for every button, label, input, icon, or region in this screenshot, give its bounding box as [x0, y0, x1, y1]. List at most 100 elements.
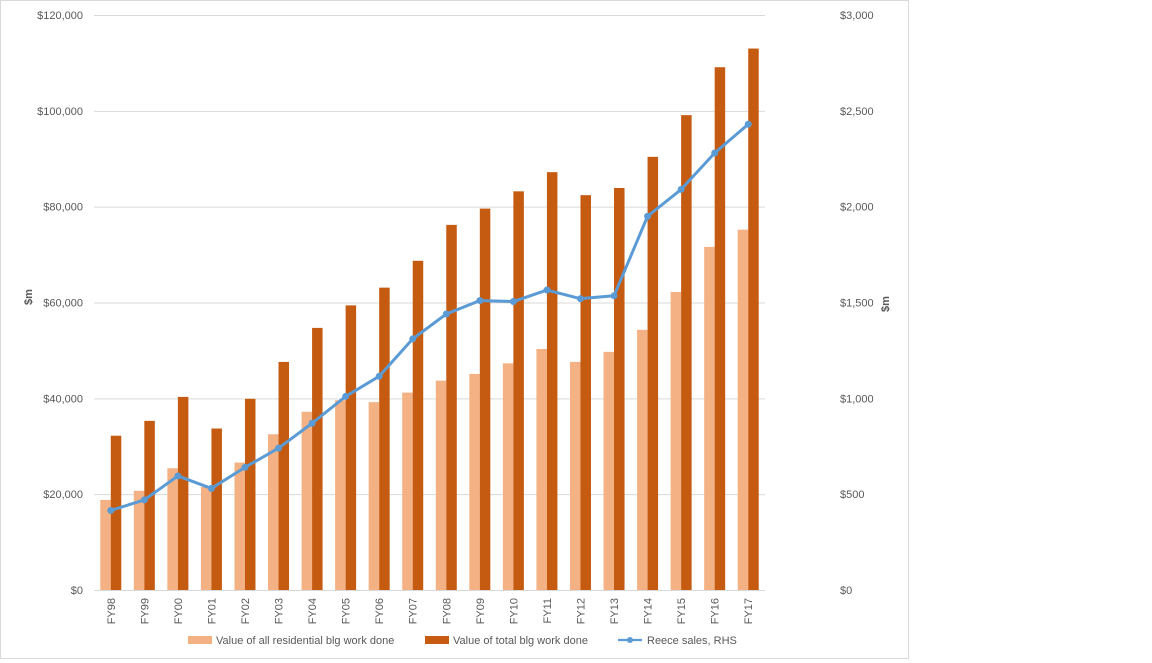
bar-residential-FY08: [435, 380, 447, 590]
legend-swatch-residential: [188, 636, 212, 644]
chart-area: $0 $20,000 $40,000 $60,000 $80,000 $100,000 $1…: [0, 0, 909, 659]
bar-residential-FY03: [268, 434, 279, 590]
bar-residential-FY12: [569, 361, 581, 590]
bar-total-FY08: [446, 224, 457, 590]
left-tick-label: $100,000: [37, 106, 83, 118]
bar-residential-FY07: [402, 392, 413, 590]
bar-total-FY04: [312, 327, 323, 590]
x-tick-label: FY10: [508, 598, 520, 624]
bar-residential-FY01: [200, 486, 212, 590]
reece-sales-point-FY10: [509, 298, 517, 306]
right-tick-label: $2,500: [840, 106, 874, 118]
x-tick-label: FY01: [206, 598, 218, 624]
reece-sales-point-FY06: [375, 372, 383, 380]
x-tick-label: FY03: [274, 598, 286, 624]
left-tick-label: $60,000: [43, 298, 83, 310]
reece-sales-point-FY08: [442, 310, 450, 318]
x-tick-label: FY17: [743, 598, 755, 624]
bar-total-FY02: [244, 398, 256, 590]
bar-residential-FY05: [335, 400, 346, 590]
legend-label-total: Value of total blg work done: [453, 635, 588, 647]
bar-total-FY16: [714, 67, 726, 590]
reece-sales-line: [110, 123, 750, 512]
x-tick-label: FY11: [542, 598, 554, 623]
reece-sales-point-FY03: [275, 444, 283, 452]
bar-series: [100, 48, 759, 591]
bar-residential-FY17: [737, 229, 749, 590]
bar-total-FY11: [546, 172, 558, 590]
reece-sales-point-FY09: [476, 297, 484, 305]
x-tick-label: FY14: [643, 598, 655, 624]
legend: Value of all residential blg work done V…: [188, 635, 737, 647]
right-tick-label: $2,000: [840, 202, 874, 214]
x-tick-label: FY13: [609, 598, 621, 624]
reece-sales-point-FY17: [744, 120, 752, 128]
bar-total-FY00: [177, 396, 189, 590]
left-axis-title: $m: [23, 289, 35, 305]
bar-residential-FY06: [368, 402, 380, 590]
x-tick-label: FY12: [575, 598, 587, 624]
bar-residential-FY15: [670, 291, 682, 590]
bar-total-FY07: [412, 260, 424, 590]
bar-total-FY17: [748, 48, 759, 590]
reece-sales-point-FY16: [711, 149, 719, 157]
bar-total-FY03: [278, 361, 290, 590]
bar-total-FY06: [379, 287, 390, 590]
x-tick-label: FY15: [676, 598, 688, 624]
reece-sales-point-FY98: [107, 506, 115, 514]
legend-swatch-reece-marker: [627, 637, 633, 643]
reece-sales-point-FY13: [610, 292, 618, 300]
bar-total-FY98: [110, 435, 122, 590]
bar-residential-FY16: [704, 246, 715, 590]
reece-sales-point-FY11: [543, 286, 551, 294]
reece-sales-point-FY01: [207, 484, 215, 492]
x-tick-label: FY99: [139, 598, 151, 624]
bar-residential-FY04: [301, 411, 313, 590]
bar-residential-FY09: [469, 373, 480, 590]
bar-residential-FY98: [100, 499, 111, 590]
reece-sales-point-FY05: [342, 392, 350, 400]
right-tick-label: $500: [840, 489, 864, 501]
right-tick-label: $1,000: [840, 393, 874, 405]
reece-sales-point-FY12: [576, 295, 584, 303]
bar-residential-FY14: [637, 329, 648, 590]
x-tick-label: FY16: [710, 598, 722, 624]
bar-total-FY05: [345, 305, 357, 590]
x-tick-label: FY05: [341, 598, 353, 624]
legend-label-reece: Reece sales, RHS: [647, 635, 737, 647]
bar-total-FY15: [681, 115, 692, 590]
x-axis-ticks: FY98 FY99 FY00 FY01 FY02 FY03 FY04 FY05 FY06 FY07…: [106, 598, 755, 624]
bar-total-FY13: [614, 187, 625, 590]
reece-sales-point-FY04: [308, 419, 316, 427]
gridlines: [94, 15, 765, 496]
bar-residential-FY00: [167, 468, 178, 590]
x-tick-label: FY06: [374, 598, 386, 624]
right-tick-label: $0: [840, 585, 852, 597]
reece-sales-point-FY99: [140, 496, 148, 504]
bar-residential-FY02: [234, 462, 245, 590]
right-tick-label: $3,000: [840, 10, 874, 22]
x-tick-label: FY09: [475, 598, 487, 624]
right-axis-ticks: $0 $500 $1,000 $1,500 $2,000 $2,500 $3,000: [840, 10, 874, 597]
bar-total-FY09: [479, 208, 491, 591]
x-tick-label: FY98: [106, 598, 118, 624]
x-tick-label: FY08: [441, 598, 453, 624]
left-tick-label: $20,000: [43, 489, 83, 501]
line-series: [107, 120, 752, 514]
x-tick-label: FY00: [173, 598, 185, 624]
x-tick-label: FY07: [408, 598, 420, 624]
bar-total-FY01: [211, 428, 222, 590]
reece-sales-point-FY14: [644, 212, 652, 220]
bar-residential-FY99: [133, 490, 145, 590]
left-tick-label: $80,000: [43, 202, 83, 214]
bar-total-FY12: [580, 195, 591, 590]
left-tick-label: $120,000: [37, 10, 83, 22]
bar-residential-FY13: [603, 351, 615, 590]
bar-total-FY99: [144, 420, 155, 590]
reece-sales-point-FY15: [677, 185, 685, 193]
bar-total-FY10: [513, 191, 524, 591]
reece-sales-point-FY07: [409, 335, 417, 343]
right-axis-title: $m: [880, 296, 892, 312]
legend-label-residential: Value of all residential blg work done: [216, 635, 394, 647]
legend-swatch-total: [425, 636, 449, 644]
